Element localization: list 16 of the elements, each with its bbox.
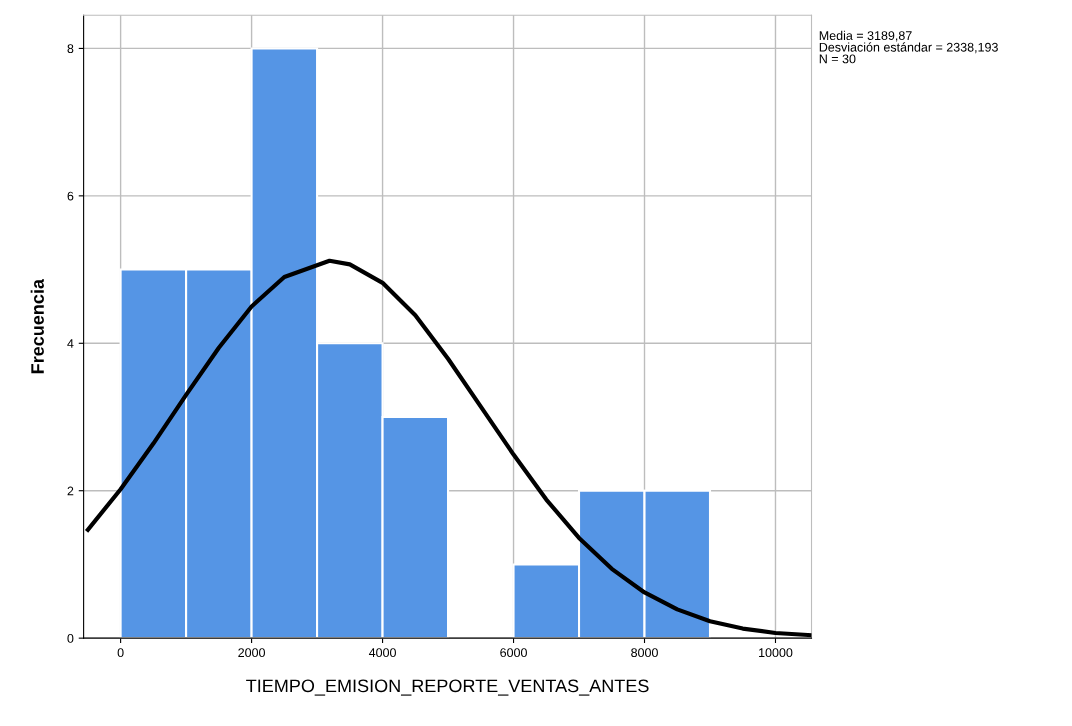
text: Media = 3189,87 xyxy=(819,30,912,42)
y-tick-label: 6 xyxy=(67,191,74,201)
x-tick-label: 8000 xyxy=(631,648,658,658)
x-tick-label: 4000 xyxy=(368,648,396,658)
y-tick-label: 0 xyxy=(67,633,74,643)
x-tick-label: 0 xyxy=(117,648,124,658)
text: Desviación estándar = 2338,193 xyxy=(819,42,998,54)
x-tick-label: 10000 xyxy=(759,648,793,658)
x-tick-label: 2000 xyxy=(238,648,266,658)
y-tick-label: 2 xyxy=(67,486,74,496)
y-tick-label: 8 xyxy=(67,44,74,54)
text: N = 30 xyxy=(819,54,856,64)
y-axis-title: Frecuencia xyxy=(30,278,44,374)
x-axis-title: TIEMPO_EMISION_REPORTE_VENTAS_ANTES xyxy=(246,679,649,696)
x-tick-label: 6000 xyxy=(500,648,527,658)
y-tick-label: 4 xyxy=(67,339,74,348)
